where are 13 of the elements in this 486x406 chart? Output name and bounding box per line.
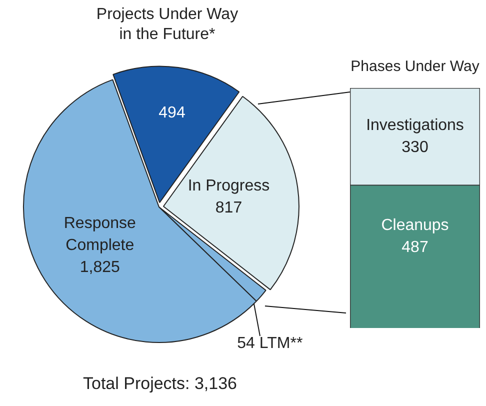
slice-label: Projects Under Way in the Future* — [96, 6, 238, 43]
data-label: 817 — [215, 199, 242, 216]
data-label: 1,825 — [80, 258, 120, 276]
series-label: Investigations — [366, 116, 464, 134]
slice-label: In Progress — [188, 177, 270, 194]
data-label: 494 — [158, 104, 186, 122]
slice-label: Response Complete — [64, 214, 136, 254]
data-label: 487 — [402, 238, 428, 256]
chart-title: Phases Under Way — [350, 58, 480, 76]
text: Total Projects: 3,136 — [82, 374, 238, 394]
slice-label: 54 LTM** — [237, 334, 303, 352]
series-label: Cleanups — [381, 216, 449, 234]
data-label: 330 — [402, 138, 428, 156]
